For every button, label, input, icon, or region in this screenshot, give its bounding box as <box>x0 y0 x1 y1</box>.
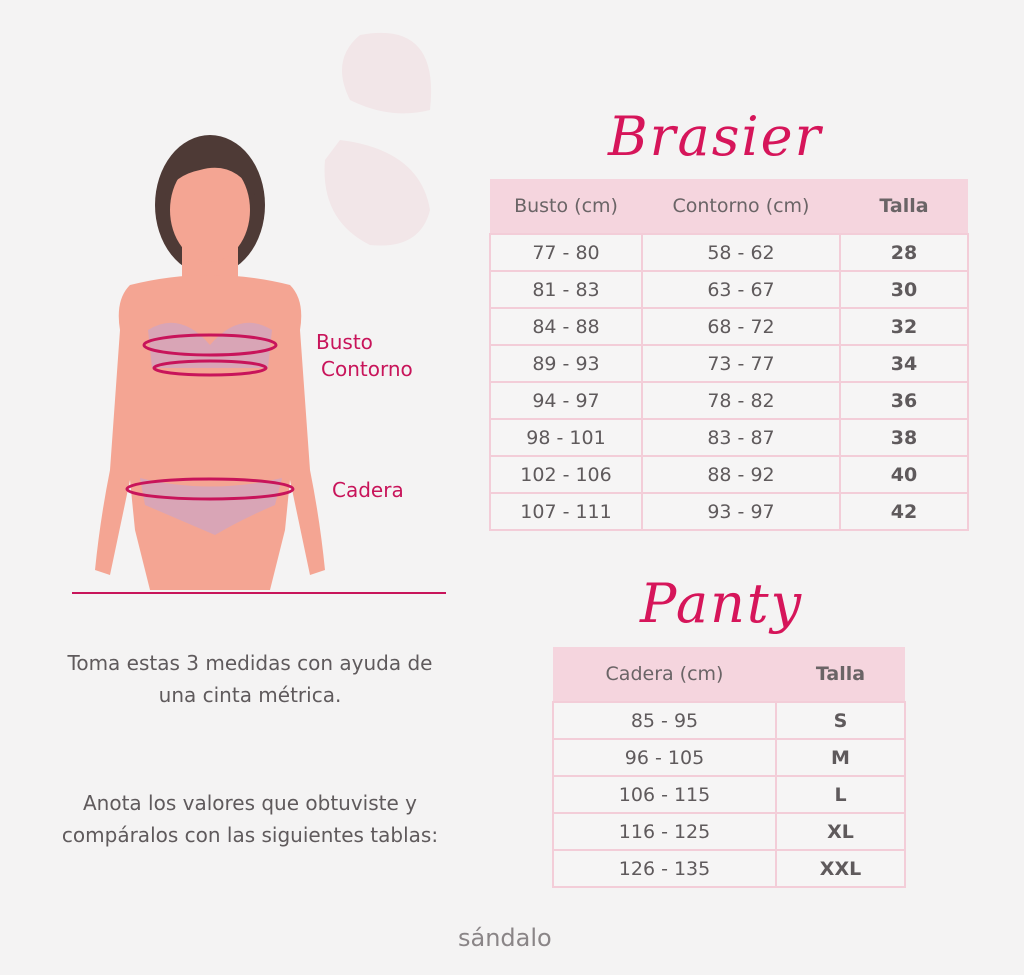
instructions-compare: Anota los valores que obtuviste y compár… <box>61 791 439 847</box>
table-cell: 96 - 105 <box>552 738 777 777</box>
instructions-measure: Toma estas 3 medidas con ayuda de una ci… <box>67 651 433 707</box>
table-cell: 68 - 72 <box>641 307 841 346</box>
table-cell: 78 - 82 <box>641 381 841 420</box>
table-cell: 81 - 83 <box>489 270 643 309</box>
table-row: 96 - 105 M <box>552 738 906 777</box>
table-cell: 106 - 115 <box>552 775 777 814</box>
table-cell: 83 - 87 <box>641 418 841 457</box>
table-row: 98 - 101 83 - 87 38 <box>489 418 969 457</box>
table-cell: 42 <box>839 492 969 531</box>
table-cell: L <box>775 775 906 814</box>
table-row: 77 - 80 58 - 62 28 <box>489 233 969 272</box>
table-cell: M <box>775 738 906 777</box>
table-row: 116 - 125 XL <box>552 812 906 851</box>
table-cell: 126 - 135 <box>552 849 777 888</box>
table-cell: S <box>775 701 906 740</box>
table-cell: 98 - 101 <box>489 418 643 457</box>
table-cell: 93 - 97 <box>641 492 841 531</box>
brasier-table: Busto (cm) Contorno (cm) Talla 77 - 80 58… <box>489 179 969 531</box>
brand-logo: sándalo <box>458 924 552 952</box>
table-row: 107 - 111 93 - 97 42 <box>489 492 969 531</box>
header-cadera: Cadera (cm) <box>553 647 776 702</box>
table-cell: 38 <box>839 418 969 457</box>
table-cell: 73 - 77 <box>641 344 841 383</box>
table-cell: XL <box>775 812 906 851</box>
table-cell: 94 - 97 <box>489 381 643 420</box>
table-cell: 32 <box>839 307 969 346</box>
header-busto: Busto (cm) <box>490 179 642 234</box>
table-row: 89 - 93 73 - 77 34 <box>489 344 969 383</box>
table-cell: 36 <box>839 381 969 420</box>
brasier-title: Brasier <box>608 105 823 168</box>
table-row: 81 - 83 63 - 67 30 <box>489 270 969 309</box>
table-cell: 30 <box>839 270 969 309</box>
table-cell: 40 <box>839 455 969 494</box>
table-cell: 102 - 106 <box>489 455 643 494</box>
table-cell: 84 - 88 <box>489 307 643 346</box>
header-talla: Talla <box>840 179 968 234</box>
table-cell: 85 - 95 <box>552 701 777 740</box>
panty-table: Cadera (cm) Talla 85 - 95 S 96 - 105 M 106 -… <box>552 647 906 888</box>
table-cell: 89 - 93 <box>489 344 643 383</box>
label-cadera: Cadera <box>332 478 404 502</box>
table-row: 94 - 97 78 - 82 36 <box>489 381 969 420</box>
label-contorno: Contorno <box>321 357 413 381</box>
table-row: 84 - 88 68 - 72 32 <box>489 307 969 346</box>
label-busto: Busto <box>316 330 373 354</box>
table-cell: 63 - 67 <box>641 270 841 309</box>
header-talla: Talla <box>776 647 905 702</box>
table-cell: 34 <box>839 344 969 383</box>
table-row: 106 - 115 L <box>552 775 906 814</box>
table-row: 102 - 106 88 - 92 40 <box>489 455 969 494</box>
header-contorno: Contorno (cm) <box>642 179 840 234</box>
table-cell: 77 - 80 <box>489 233 643 272</box>
table-cell: 107 - 111 <box>489 492 643 531</box>
table-cell: XXL <box>775 849 906 888</box>
panty-title: Panty <box>640 572 804 635</box>
table-cell: 88 - 92 <box>641 455 841 494</box>
table-cell: 28 <box>839 233 969 272</box>
table-cell: 116 - 125 <box>552 812 777 851</box>
table-row: 126 - 135 XXL <box>552 849 906 888</box>
table-cell: 58 - 62 <box>641 233 841 272</box>
table-row: 85 - 95 S <box>552 701 906 740</box>
body-figure-illustration <box>72 32 446 594</box>
